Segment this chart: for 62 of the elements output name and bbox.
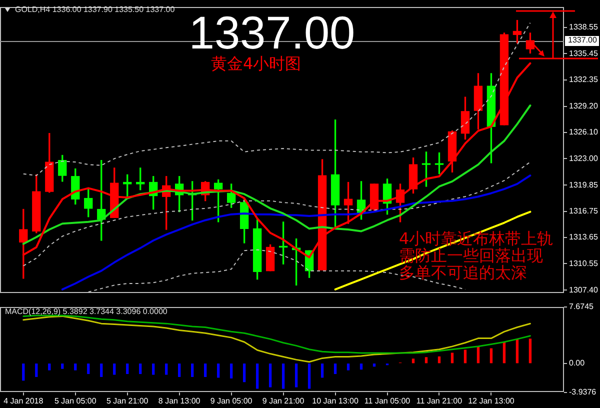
y-tick-label: 1307.40 (569, 285, 598, 294)
bar (216, 364, 220, 378)
y-tick-label: 1335.45 (569, 48, 598, 58)
y-tick-label: 1316.75 (569, 206, 598, 216)
bar (464, 350, 467, 364)
bar (113, 364, 116, 375)
bar (346, 364, 350, 370)
annotation: MACD(12,26,9) 5.3892 3.7344 3.3096 0.0000 (5, 307, 168, 316)
bar (450, 352, 454, 364)
y-tick-label: 1332.35 (569, 74, 598, 84)
y-tick-label: 0.00 (569, 358, 586, 368)
bar (438, 356, 441, 364)
bar (126, 364, 129, 374)
bar (424, 357, 428, 364)
bar (100, 364, 103, 377)
bar (372, 364, 376, 367)
x-tick-label: 12 Jan 13:00 (468, 396, 515, 406)
bar (204, 364, 207, 377)
x-tick-label: 9 Jan 05:00 (210, 396, 253, 406)
bar (528, 338, 532, 364)
x-tick-label: 9 Jan 21:00 (262, 396, 305, 406)
bar (191, 364, 194, 377)
bar (268, 364, 272, 388)
bar (139, 364, 142, 374)
x-tick-label: 5 Jan 05:00 (54, 396, 97, 406)
bar (308, 364, 311, 389)
bar (165, 364, 168, 375)
bar (412, 358, 415, 364)
bar (35, 364, 38, 377)
bar (61, 364, 64, 369)
bar (74, 364, 77, 370)
y-tick-label: -3.9376 (569, 388, 597, 397)
bar (48, 364, 51, 370)
x-tick-label: 5 Jan 21:00 (106, 396, 149, 406)
x-tick-label: 10 Jan 13:00 (312, 396, 359, 406)
bar (242, 364, 246, 382)
bar (294, 364, 298, 388)
bar (256, 364, 259, 389)
y-tick-label: 7.6745 (569, 302, 594, 312)
ref-line-label: 1337.00 (568, 36, 598, 45)
x-tick-label: 11 Jan 21:00 (416, 396, 463, 406)
bar (178, 364, 181, 377)
y-tick-label: 1310.55 (569, 258, 598, 268)
y-tick-label: 1338.55 (569, 22, 598, 32)
x-tick-label: 11 Jan 05:00 (364, 396, 411, 406)
bar (87, 364, 90, 374)
y-tick-label: 1326.10 (569, 128, 598, 137)
y-tick-label: 1313.65 (569, 232, 598, 242)
x-tick-label: 4 Jan 2018 (4, 396, 44, 406)
y-tick-label: 1323.00 (569, 154, 598, 163)
bar (152, 364, 155, 375)
y-tick-label: 1319.85 (569, 180, 598, 190)
bar (282, 364, 285, 389)
x-tick-label: 8 Jan 13:00 (158, 396, 201, 406)
bar (320, 364, 324, 378)
bar (334, 364, 337, 374)
bar (490, 348, 493, 364)
bar (230, 364, 233, 378)
bar (360, 364, 363, 370)
annotation: GOLD,H4 1336.00 1337.90 1335.50 1337.00 (15, 5, 176, 14)
y-tick-label: 1329.20 (569, 102, 598, 111)
bar (22, 364, 25, 381)
